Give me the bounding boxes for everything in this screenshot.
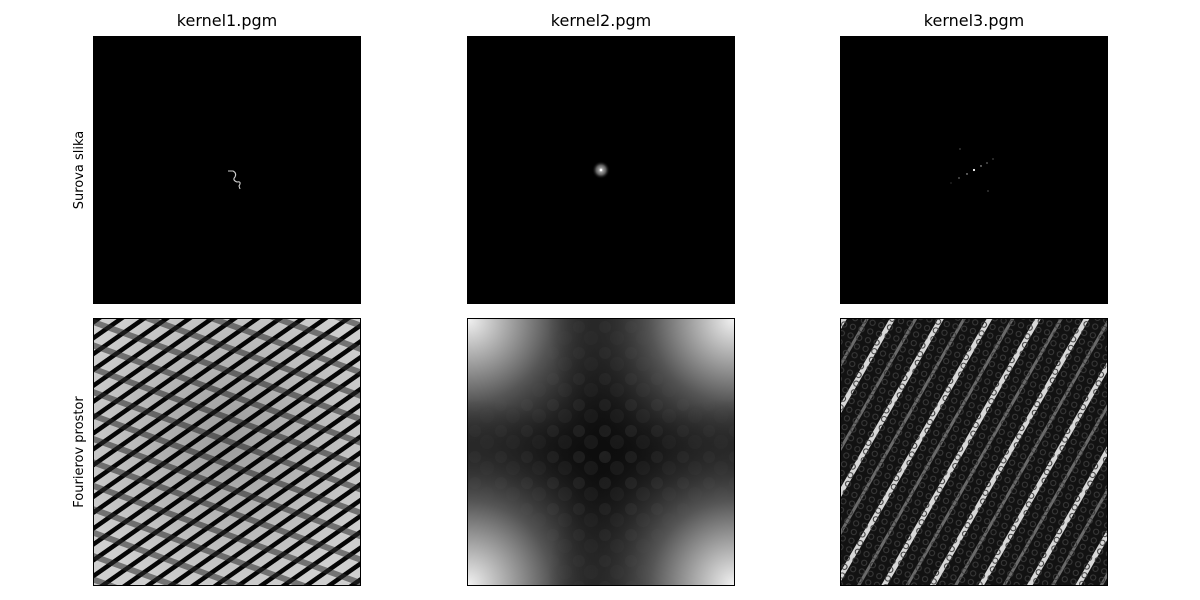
kernel2-fourier-spectrum [467, 318, 735, 586]
row-label-raw-image: Surova slika [72, 130, 87, 210]
kernel3-dots [950, 148, 994, 192]
kernel1-stroke [228, 170, 241, 190]
kernel1-fourier-spectrum [93, 318, 361, 586]
row-label-fourier-space: Fourierov prostor [72, 396, 87, 508]
column-title-kernel2: kernel2.pgm [550, 11, 652, 30]
column-title-kernel3: kernel3.pgm [923, 11, 1025, 30]
column-title-kernel1: kernel1.pgm [176, 11, 278, 30]
kernel3-fourier-spectrum [840, 318, 1108, 586]
kernel2-raw-image [467, 36, 735, 304]
kernel1-raw-image [93, 36, 361, 304]
kernel3-raw-image [840, 36, 1108, 304]
